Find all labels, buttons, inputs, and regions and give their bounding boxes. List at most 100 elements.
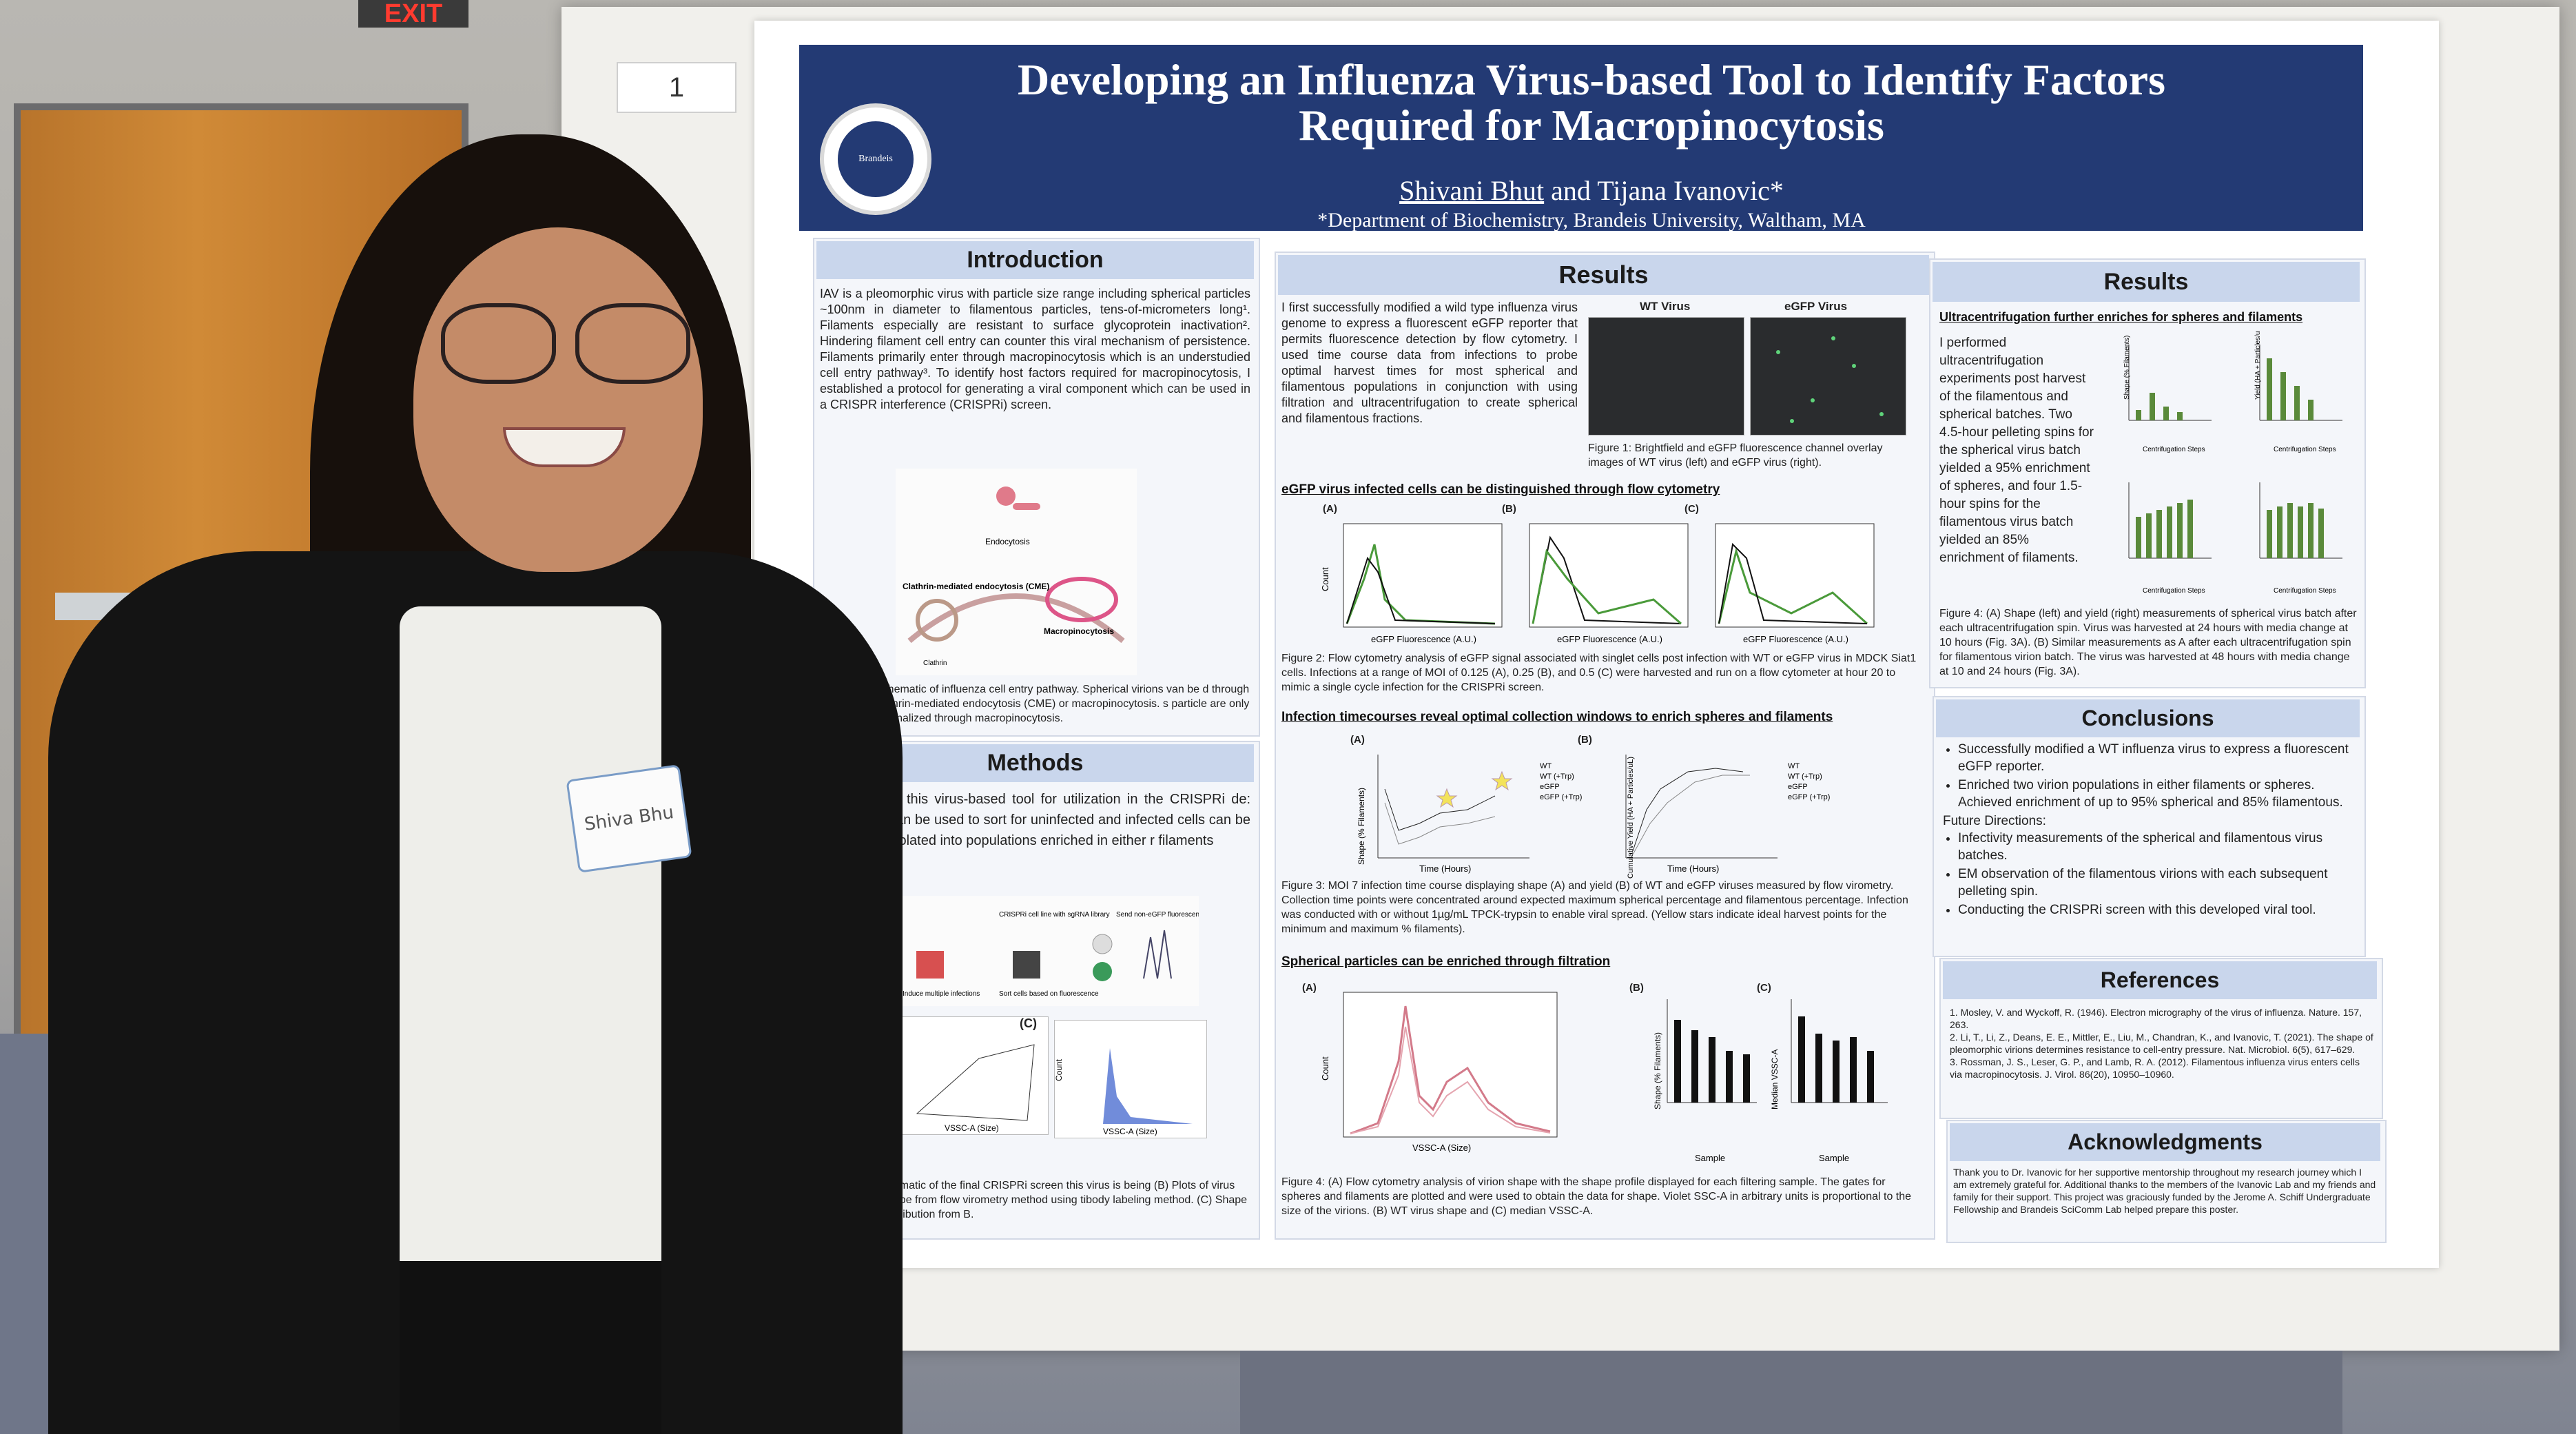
acknowledgments-text: Thank you to Dr. Ivanovic for her suppor… bbox=[1953, 1167, 2376, 1215]
author-1: Shivani Bhut bbox=[1399, 175, 1545, 206]
results1-heading: Results bbox=[1278, 255, 1929, 295]
fig2-panel-c: (C) bbox=[1684, 503, 1699, 515]
results2-sub: Ultracentrifugation further enriches for… bbox=[1939, 310, 2303, 324]
fig3-ylabel-a: Shape (% Filaments) bbox=[1357, 788, 1366, 865]
fig3-legend-b-2: WT (+Trp) bbox=[1788, 772, 1822, 781]
future-item: Infectivity measurements of the spherica… bbox=[1958, 830, 2356, 864]
intro-text: IAV is a pleomorphic virus with particle… bbox=[820, 287, 1250, 411]
name-tag: Shiva Bhu bbox=[566, 764, 692, 873]
person-face bbox=[413, 227, 703, 572]
methods-label-2: Induce multiple infections bbox=[903, 990, 980, 998]
person-pants bbox=[400, 1261, 661, 1434]
poster-authors: Shivani Bhut and Tijana Ivanovic* bbox=[937, 174, 2246, 207]
future-heading: Future Directions: bbox=[1943, 814, 2046, 828]
fig4-panel-a: (A) bbox=[1302, 982, 1317, 994]
methods-panel-c-label: (C) bbox=[1020, 1016, 1037, 1030]
intro-heading: Introduction bbox=[816, 241, 1254, 279]
poster-banner: Developing an Influenza Virus-based Tool… bbox=[799, 45, 2363, 232]
results2-text: I performed ultracentrifugation experime… bbox=[1939, 336, 2094, 565]
fig4-xlabel-b: Sample bbox=[1695, 1153, 1725, 1163]
results1-sub2: Infection timecourses reveal optimal col… bbox=[1281, 710, 1833, 724]
wt-virus-image bbox=[1588, 317, 1744, 436]
shape-scatter: VSSC-A (Size) bbox=[916, 1044, 1035, 1133]
fig2-xlabel-b: eGFP Fluorescence (A.U.) bbox=[1557, 634, 1662, 644]
uc-ylabel-2: Yield (HA + Particles/uL) bbox=[2254, 331, 2262, 400]
fig3-legend-b-4: eGFP (+Trp) bbox=[1788, 793, 1830, 801]
fig3-legend-b-1: WT bbox=[1788, 762, 1800, 770]
methods-plot-c: VSSC-A (Size) Count bbox=[1054, 1020, 1207, 1138]
uc-xlabel-1: Centrifugation Steps bbox=[2143, 446, 2205, 453]
egfp-virus-image bbox=[1750, 317, 1906, 436]
glasses-right-lens bbox=[575, 303, 690, 384]
uc-ylabel-1: Shape (% Filaments) bbox=[2123, 336, 2131, 400]
img-label-wt: WT Virus bbox=[1640, 300, 1691, 313]
reference-item: 3. Rossman, J. S., Leser, G. P., and Lam… bbox=[1950, 1056, 2360, 1080]
fig3-legend-a-2: WT (+Trp) bbox=[1540, 772, 1574, 781]
cell-entry-diagram: Endocytosis Clathrin-mediated endocytosi… bbox=[903, 486, 1125, 667]
results-panel-2 bbox=[1929, 258, 2366, 688]
fig4-xlabel-c: Sample bbox=[1819, 1153, 1849, 1163]
fig4-ylabel-c: Median VSSC-A bbox=[1770, 1049, 1780, 1109]
fig1-caption: Figure 1: Brightfield and eGFP fluoresce… bbox=[1588, 442, 1883, 469]
methods-plot-b: VSSC-A (Size) bbox=[896, 1016, 1049, 1135]
fig3-ylabel-b: Cumulative Yield (HA + Particles/uL) bbox=[1627, 757, 1635, 879]
poster-title-line-2: Required for Macropinocytosis bbox=[1299, 101, 1884, 150]
fig2-caption: Figure 2: Flow cytometry analysis of eGF… bbox=[1281, 653, 1917, 693]
fig3-legend-b-3: eGFP bbox=[1788, 783, 1808, 791]
glasses-left-lens bbox=[441, 303, 556, 384]
methods-text: of this virus-based tool for utilization… bbox=[889, 792, 1250, 848]
diagram-label-cme: Clathrin-mediated endocytosis (CME) bbox=[903, 582, 1049, 591]
fig2-xlabel-c: eGFP Fluorescence (A.U.) bbox=[1743, 634, 1848, 644]
intro-diagram: Endocytosis Clathrin-mediated endocytosi… bbox=[896, 469, 1137, 675]
conclusions-heading: Conclusions bbox=[1936, 699, 2360, 737]
easel-stand bbox=[1240, 1351, 2342, 1434]
fig4-caption: Figure 4: (A) Flow cytometry analysis of… bbox=[1281, 1176, 1912, 1217]
references-heading: References bbox=[1943, 961, 2377, 999]
author-2: Tijana Ivanovic* bbox=[1597, 175, 1784, 206]
author-join: and bbox=[1551, 175, 1591, 206]
results1-text: I first successfully modified a wild typ… bbox=[1281, 300, 1578, 425]
references-list: 1. Mosley, V. and Wyckoff, R. (1946). El… bbox=[1950, 1006, 2373, 1080]
methods-label-4: Send non-eGFP fluorescent cells for sequ… bbox=[1116, 911, 1199, 919]
fig2-panel-b: (B) bbox=[1502, 503, 1516, 515]
methods-diagram: CRISPRi cell line with sgRNA library Ind… bbox=[889, 896, 1264, 1006]
results2-caption: Figure 4: (A) Shape (left) and yield (ri… bbox=[1939, 608, 2357, 677]
methods-axis-y: Count bbox=[1055, 1058, 1064, 1081]
fig2-panel-a: (A) bbox=[1323, 503, 1337, 515]
poster-title-line-1: Developing an Influenza Virus-based Tool… bbox=[1018, 55, 2165, 104]
diagram-label-macro: Macropinocytosis bbox=[1044, 626, 1114, 636]
fig2-xlabel-a: eGFP Fluorescence (A.U.) bbox=[1371, 634, 1476, 644]
acknowledgments-heading: Acknowledgments bbox=[1950, 1123, 2380, 1161]
poster-number-card: 1 bbox=[617, 62, 736, 113]
results1-sub1: eGFP virus infected cells can be disting… bbox=[1281, 482, 1720, 497]
conclusion-item: Successfully modified a WT influenza vir… bbox=[1958, 741, 2356, 775]
methods-label-3: Sort cells based on fluorescence bbox=[999, 990, 1099, 998]
results1-sub3: Spherical particles can be enriched thro… bbox=[1281, 954, 1611, 969]
reference-item: 1. Mosley, V. and Wyckoff, R. (1946). El… bbox=[1950, 1007, 2362, 1030]
fig4-ylabel-b: Shape (% Filaments) bbox=[1653, 1032, 1662, 1109]
fig3-timecourse: Time (Hours) Time (Hours) Shape (% Filam… bbox=[1357, 755, 1830, 879]
intro-caption: Schematic of influenza cell entry pathwa… bbox=[875, 684, 1250, 724]
fig2-ylabel: Count bbox=[1320, 567, 1330, 591]
fig2-histograms: eGFP Fluorescence (A.U.) eGFP Fluorescen… bbox=[1320, 523, 1875, 644]
uc-xlabel-3: Centrifugation Steps bbox=[2143, 587, 2205, 595]
poster-affiliation: *Department of Biochemistry, Brandeis Un… bbox=[1317, 209, 1866, 232]
crispr-screen-diagram: CRISPRi cell line with sgRNA library Ind… bbox=[903, 911, 1264, 998]
results2-heading: Results bbox=[1933, 262, 2360, 302]
fig3-legend-a-4: eGFP (+Trp) bbox=[1540, 793, 1582, 801]
university-seal: Brandeis bbox=[820, 103, 931, 215]
fig3-panel-a: (A) bbox=[1350, 734, 1365, 746]
exit-sign: EXIT bbox=[358, 0, 468, 28]
shape-histogram: VSSC-A (Size) Count bbox=[1054, 1048, 1193, 1136]
fig3-caption: Figure 3: MOI 7 infection time course di… bbox=[1281, 880, 1908, 935]
img-label-egfp: eGFP Virus bbox=[1784, 300, 1848, 313]
future-item: EM observation of the filamentous virion… bbox=[1958, 865, 2356, 900]
fig4-filtration: VSSC-A (Size) Count Sample Sample Shape … bbox=[1320, 992, 1888, 1163]
conclusion-item: Enriched two virion populations in eithe… bbox=[1958, 777, 2356, 811]
egfp-dots bbox=[1776, 336, 1884, 423]
ultracentrifugation-charts: Centrifugation Steps Centrifugation Step… bbox=[2123, 331, 2342, 595]
fig3-xlabel-a: Time (Hours) bbox=[1419, 863, 1471, 874]
reference-item: 2. Li, T., Li, Z., Deans, E. E., Mittler… bbox=[1950, 1032, 2373, 1055]
fig3-legend-a-1: WT bbox=[1540, 762, 1552, 770]
fig4-xlabel-a: VSSC-A (Size) bbox=[1412, 1143, 1471, 1153]
